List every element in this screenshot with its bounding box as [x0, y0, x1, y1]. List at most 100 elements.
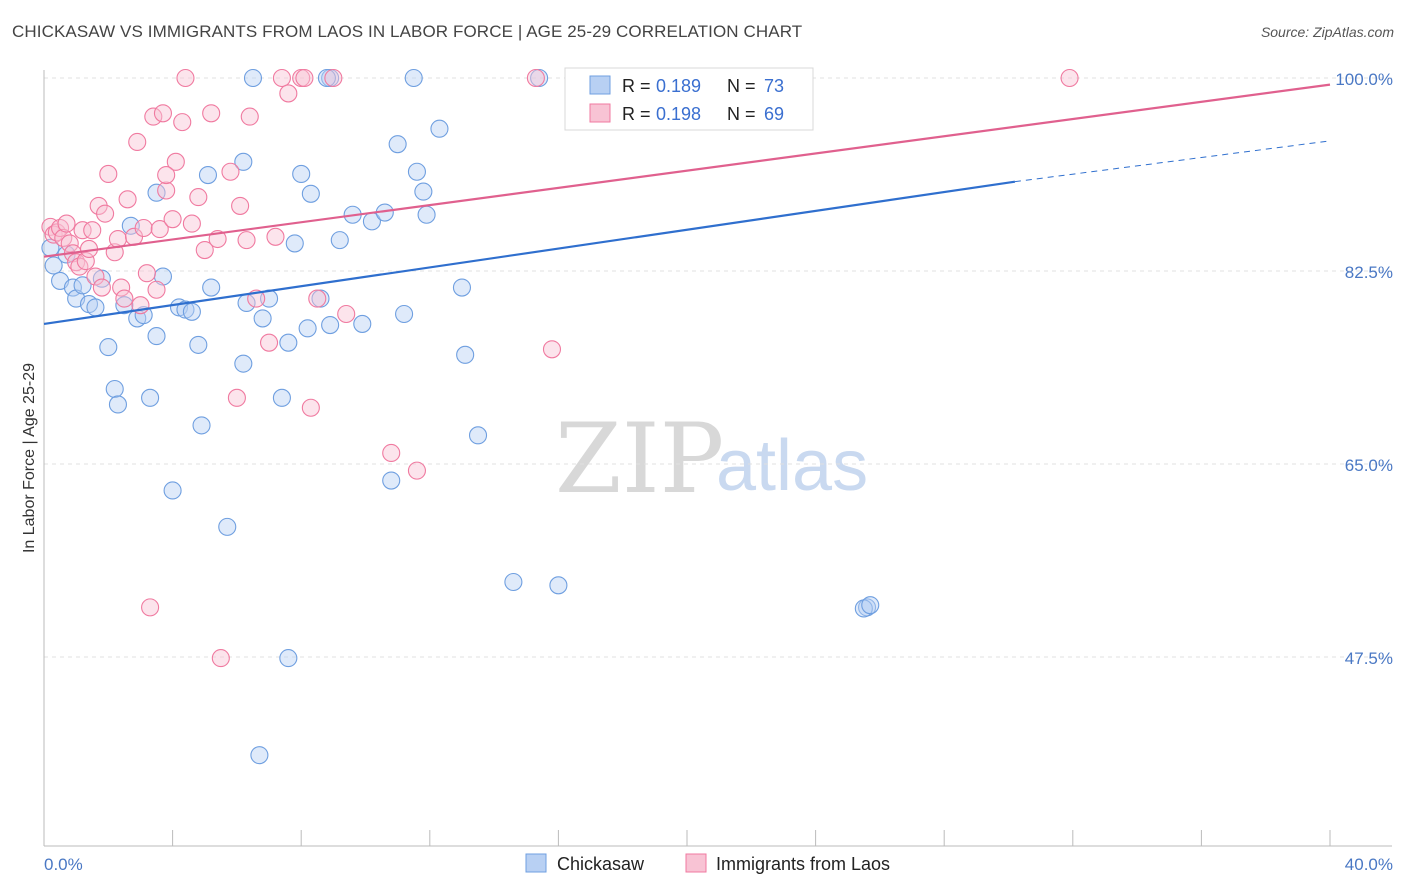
chickasaw-point-43 [298, 319, 317, 338]
laos-point-23 [118, 190, 137, 209]
laos-point-44 [211, 649, 230, 668]
watermark-zip: ZIP [555, 403, 724, 515]
chickasaw-point-24 [182, 302, 201, 321]
chickasaw-point-46 [317, 68, 336, 88]
chickasaw-point-58 [414, 182, 433, 201]
legend-n-value-1: 73 [764, 76, 784, 96]
laos-point-13 [83, 221, 102, 240]
laos-point-60 [337, 304, 356, 324]
y-tick-label-3: 100.0% [1335, 70, 1393, 89]
y-axis-label: In Labor Force | Age 25-29 [21, 363, 38, 553]
y-tick-label-2: 82.5% [1345, 263, 1393, 282]
laos-point-25 [128, 132, 147, 152]
chickasaw-point-59 [417, 205, 436, 224]
legend-n-label-1: N = [727, 76, 756, 96]
x-tick-label-1: 40.0% [1345, 855, 1393, 874]
laos-point-48 [237, 231, 256, 250]
laos-point-1 [44, 225, 63, 244]
laos-point-42 [202, 104, 221, 123]
chickasaw-point-41 [292, 164, 311, 183]
laos-point-54 [279, 84, 298, 103]
laos-point-18 [99, 164, 118, 183]
chickasaw-point-29 [218, 517, 237, 536]
laos-point-58 [308, 289, 327, 308]
chickasaw-point-26 [192, 416, 211, 435]
source-attribution: Source: ZipAtlas.com [1260, 24, 1394, 40]
laos-point-46 [227, 388, 246, 407]
laos-point-10 [73, 221, 92, 240]
chickasaw-point-8 [86, 298, 105, 317]
watermark-atlas: atlas [716, 426, 868, 506]
chickasaw-point-31 [234, 152, 253, 171]
laos-point-28 [137, 264, 156, 283]
laos-point-40 [189, 188, 208, 207]
chickasaw-point-48 [330, 231, 349, 250]
chickasaw-point-35 [250, 746, 269, 765]
laos-point-14 [86, 267, 105, 286]
tick-labels: 47.5% 65.0% 82.5% 100.0% 0.0% 40.0% [44, 70, 1393, 874]
laos-point-41 [195, 240, 214, 260]
chickasaw-point-50 [353, 314, 372, 333]
chickasaw-point-63 [468, 426, 488, 445]
laos-points [41, 68, 1079, 668]
chickasaw-point-62 [456, 345, 475, 364]
chickasaw-point-30 [234, 354, 253, 373]
series-legend-swatch-chickasaw [525, 853, 547, 873]
series-legend-swatch-laos [685, 853, 707, 873]
chickasaw-point-42 [301, 184, 320, 203]
y-tick-label-0: 47.5% [1345, 649, 1393, 668]
laos-point-49 [240, 107, 259, 126]
legend-swatch-blue [589, 75, 611, 95]
laos-point-33 [153, 104, 173, 123]
laos-point-53 [272, 68, 291, 88]
legend-r-value-2: 0.198 [656, 104, 701, 124]
legend-r-label-2: R = [622, 104, 651, 124]
laos-point-21 [112, 278, 131, 297]
laos-point-63 [526, 68, 545, 88]
chickasaw-point-33 [243, 68, 263, 88]
grid-lines [44, 77, 1392, 658]
chickasaw-point-27 [198, 166, 218, 185]
chickasaw-point-18 [147, 327, 166, 346]
trend-lines [43, 83, 1331, 326]
y-tick-label-1: 65.0% [1345, 456, 1393, 475]
chickasaw-point-66 [549, 576, 568, 595]
series-legend-laos: Immigrants from Laos [716, 854, 890, 874]
legend-swatch-pink [589, 103, 611, 123]
chart-title: CHICKASAW VS IMMIGRANTS FROM LAOS IN LAB… [12, 22, 803, 41]
chickasaw-point-40 [285, 234, 304, 253]
laos-point-11 [76, 252, 95, 271]
chickasaw-trend-extension [1014, 140, 1331, 183]
laos-point-17 [96, 204, 115, 223]
chickasaw-point-12 [108, 395, 127, 414]
chickasaw-point-54 [388, 135, 407, 154]
chickasaw-point-64 [504, 572, 523, 592]
laos-point-61 [382, 443, 401, 463]
laos-point-57 [301, 398, 320, 417]
laos-point-27 [134, 218, 153, 238]
laos-point-36 [166, 152, 185, 171]
correlation-legend: R = 0.189 N = 73 R = 0.198 N = 69 [564, 67, 814, 131]
axes [43, 70, 1392, 847]
laos-point-32 [150, 220, 169, 239]
chickasaw-point-57 [407, 162, 426, 181]
laos-point-22 [115, 289, 134, 308]
series-legend-chickasaw: Chickasaw [557, 854, 645, 874]
chickasaw-point-6 [73, 276, 92, 295]
laos-point-39 [182, 214, 201, 233]
chickasaw-point-61 [452, 278, 472, 297]
laos-trend-line [43, 83, 1331, 258]
laos-point-52 [266, 227, 285, 246]
laos-point-29 [141, 598, 160, 617]
legend-r-label-1: R = [622, 76, 651, 96]
chickasaw-point-34 [253, 309, 272, 328]
chickasaw-point-37 [272, 388, 291, 407]
laos-point-62 [407, 461, 426, 480]
laos-point-30 [144, 107, 163, 126]
laos-point-16 [92, 278, 111, 297]
chickasaw-point-21 [163, 481, 182, 500]
laos-point-47 [231, 196, 250, 215]
laos-point-34 [157, 181, 176, 200]
legend-n-value-2: 69 [764, 104, 784, 124]
series-legend: Chickasaw Immigrants from Laos [525, 853, 890, 874]
